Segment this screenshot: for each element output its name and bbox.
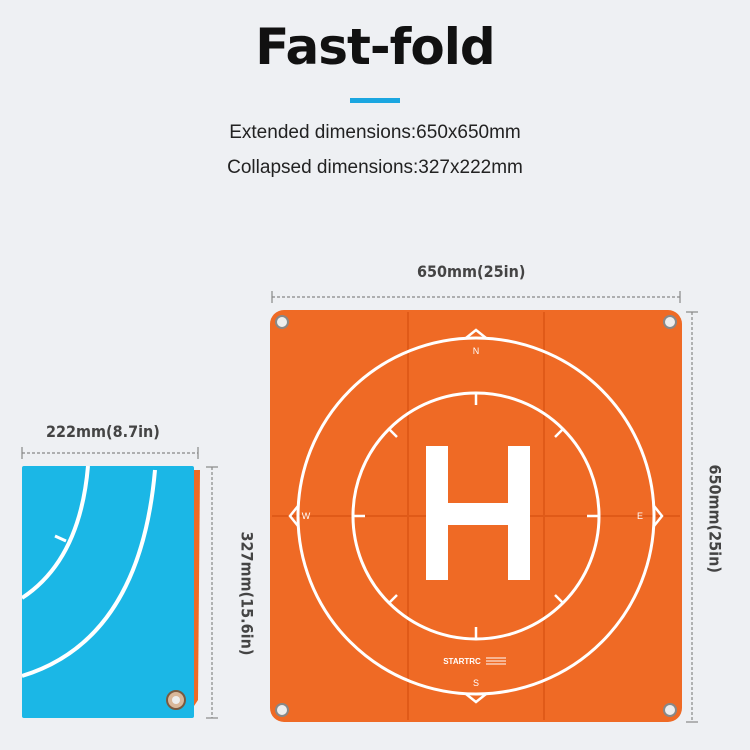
- brand-logo: STARTRC: [443, 657, 481, 666]
- extended-dimensions-text: Extended dimensions:650x650mm: [229, 122, 521, 143]
- outer-ring: [296, 336, 656, 696]
- collapsed-dimensions-text: Collapsed dimensions:327x222mm: [227, 157, 523, 178]
- compass-e: E: [637, 511, 643, 521]
- h-letter: [426, 446, 530, 580]
- page-title: Fast-fold: [255, 18, 495, 76]
- collapsed-height-label: 327mm(15.6in): [237, 531, 257, 656]
- extended-width-label: 650mm(25in): [417, 262, 526, 281]
- collapsed-pad: [22, 466, 200, 718]
- compass-w: W: [302, 511, 311, 521]
- grommet-icon: [275, 315, 677, 717]
- landing-pad: N S W E STARTRC: [270, 310, 682, 722]
- title-accent-bar: [350, 98, 400, 103]
- compass-n: N: [473, 346, 480, 356]
- compass-s: S: [473, 678, 479, 688]
- extended-height-label: 650mm(25in): [705, 464, 725, 573]
- collapsed-width-label: 222mm(8.7in): [46, 422, 160, 441]
